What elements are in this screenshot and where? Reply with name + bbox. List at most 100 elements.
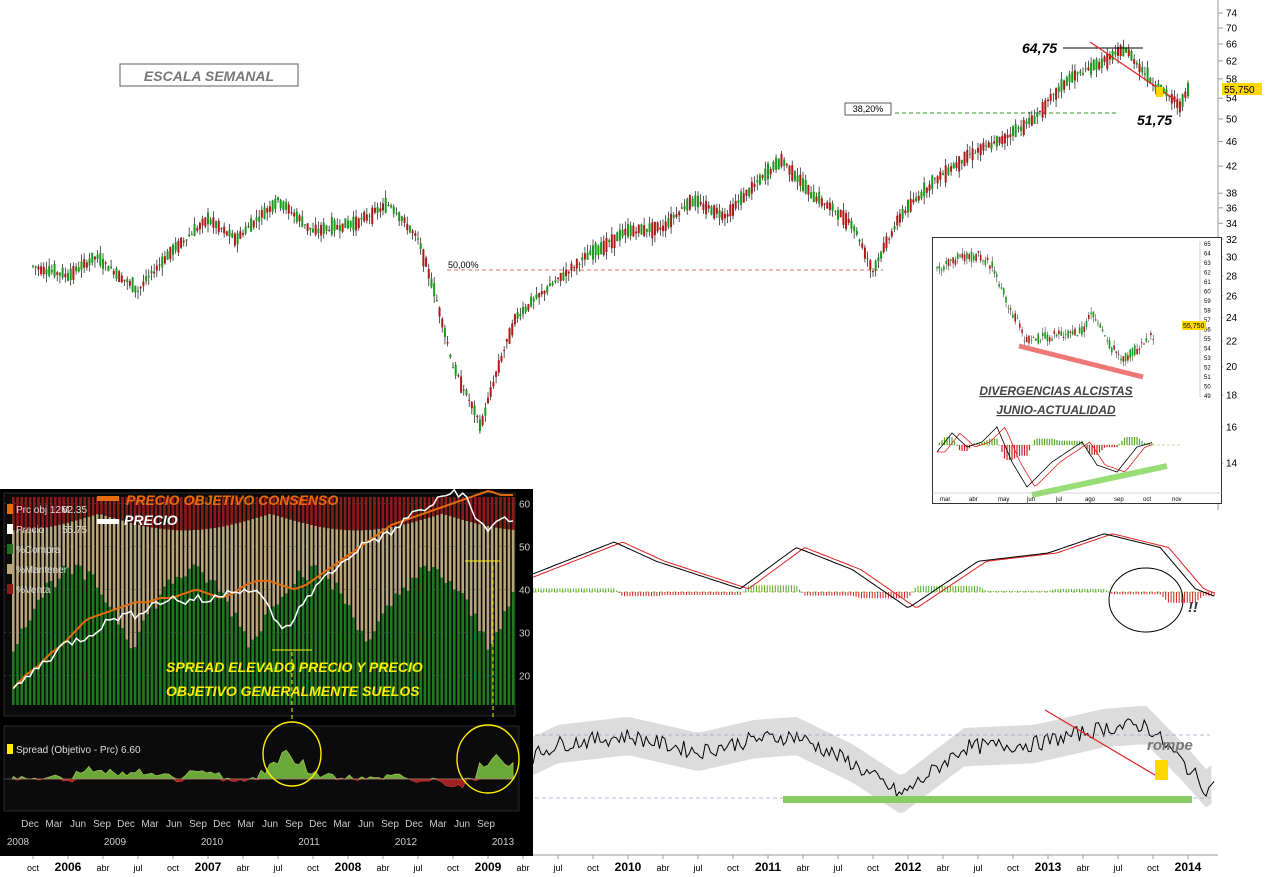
buy-bar bbox=[217, 591, 221, 705]
inset-candle-body bbox=[979, 254, 982, 261]
price-candle-body bbox=[163, 256, 166, 264]
sell-bar bbox=[243, 497, 246, 522]
sell-bar bbox=[364, 497, 368, 531]
time-tick-label: oct bbox=[1007, 863, 1020, 873]
price-candle-body bbox=[904, 210, 907, 214]
legend-label: Prc obj 12M bbox=[16, 505, 69, 516]
sell-bar bbox=[474, 497, 477, 524]
sell-bar bbox=[41, 497, 44, 528]
time-tick-label: abr bbox=[376, 863, 389, 873]
price-candle-body bbox=[589, 250, 592, 255]
hold-bar bbox=[264, 515, 267, 615]
inset-candles bbox=[936, 247, 1154, 367]
inset-y-axis: 65 64 63 62 61 60 59 58 57 56 55 54 53 52 51 50 49 bbox=[1204, 242, 1211, 400]
price-candle-body bbox=[282, 201, 285, 211]
hold-bar bbox=[180, 530, 183, 578]
buy-bar bbox=[285, 593, 288, 705]
inset-candle-body bbox=[1120, 358, 1122, 361]
hold-bar bbox=[201, 529, 204, 573]
price-candle-body bbox=[707, 205, 710, 209]
recommendation-bars bbox=[12, 497, 515, 705]
price-candle-body bbox=[314, 224, 317, 235]
price-candle-body bbox=[756, 180, 759, 183]
price-candle-body bbox=[602, 240, 605, 255]
sell-bar bbox=[62, 497, 65, 524]
price-candle-body bbox=[174, 242, 177, 251]
sell-bar bbox=[28, 497, 32, 530]
price-candle-body bbox=[1001, 135, 1004, 145]
price-candle-body bbox=[1141, 66, 1144, 73]
buy-bar bbox=[201, 572, 204, 705]
price-candle-body bbox=[557, 277, 559, 279]
inset-candle-body bbox=[961, 253, 964, 258]
hold-bar bbox=[268, 513, 271, 608]
hold-bar bbox=[369, 529, 372, 640]
price-candle-body bbox=[91, 252, 94, 263]
price-candle-body bbox=[126, 279, 129, 283]
hold-bar bbox=[251, 518, 254, 640]
inset-candle-body bbox=[1051, 338, 1053, 341]
consensus-year-label: 2008 bbox=[7, 837, 30, 848]
buy-bar bbox=[33, 608, 36, 705]
price-candle-body bbox=[478, 419, 481, 431]
price-candle-body bbox=[263, 207, 266, 219]
price-candle-body bbox=[998, 136, 1001, 144]
consensus-month-label: Sep bbox=[93, 819, 111, 830]
buy-bar bbox=[28, 620, 32, 705]
buy-bar bbox=[314, 565, 317, 705]
price-candle-body bbox=[1087, 67, 1090, 71]
hold-bar bbox=[461, 519, 464, 594]
price-candle-body bbox=[872, 271, 874, 273]
price-candle-body bbox=[753, 183, 756, 188]
price-candle-body bbox=[271, 200, 274, 212]
price-candle-body bbox=[169, 246, 172, 260]
price-candle-body bbox=[338, 225, 341, 232]
hold-bar bbox=[469, 522, 473, 616]
buy-bar bbox=[293, 584, 296, 705]
price-candle-body bbox=[301, 216, 304, 227]
price-candle-body bbox=[993, 141, 996, 144]
hold-bar bbox=[293, 520, 296, 585]
sell-bar bbox=[511, 497, 515, 530]
price-candle-body bbox=[158, 264, 161, 266]
time-tick-label: abr bbox=[236, 863, 249, 873]
hold-bar bbox=[24, 529, 28, 628]
price-candle-body bbox=[713, 205, 716, 219]
spread-circle-2013 bbox=[456, 724, 520, 794]
buy-bar bbox=[432, 567, 435, 705]
inset-tick-label: 54 bbox=[1204, 347, 1211, 353]
time-tick-label: oct bbox=[167, 863, 180, 873]
buy-bar bbox=[104, 602, 107, 705]
buy-bar bbox=[79, 565, 82, 705]
price-candle-body bbox=[928, 184, 931, 191]
fib-38-label: 38,20% bbox=[853, 104, 884, 114]
hold-bar bbox=[121, 520, 124, 629]
sell-bar bbox=[486, 497, 490, 527]
price-candle-body bbox=[123, 279, 126, 281]
price-candle-body bbox=[430, 278, 433, 288]
price-candle-body bbox=[462, 389, 465, 391]
hold-bar bbox=[411, 522, 414, 578]
sell-bar bbox=[356, 497, 359, 531]
consensus-month-label: Sep bbox=[477, 819, 495, 830]
hold-bar bbox=[444, 514, 448, 584]
hold-bar bbox=[58, 524, 61, 579]
hold-bar bbox=[234, 523, 238, 613]
price-candle-body bbox=[532, 298, 535, 302]
hold-bar bbox=[364, 530, 368, 642]
price-candle-body bbox=[912, 199, 915, 203]
time-tick-label: abr bbox=[796, 863, 809, 873]
inset-candle-body bbox=[954, 259, 957, 265]
inset-candle-body bbox=[1014, 313, 1016, 322]
buy-bar bbox=[457, 591, 460, 705]
sell-bar bbox=[436, 497, 439, 516]
price-candle-body bbox=[551, 282, 554, 286]
hold-bar bbox=[423, 518, 427, 566]
price-candle-body bbox=[1122, 46, 1125, 57]
price-tick-label: 18 bbox=[1226, 391, 1238, 402]
price-candle-body bbox=[80, 261, 83, 270]
hold-bar bbox=[154, 528, 158, 609]
sell-bar bbox=[314, 497, 317, 526]
price-candle-body bbox=[317, 228, 320, 233]
inset-candle-body bbox=[993, 270, 996, 275]
